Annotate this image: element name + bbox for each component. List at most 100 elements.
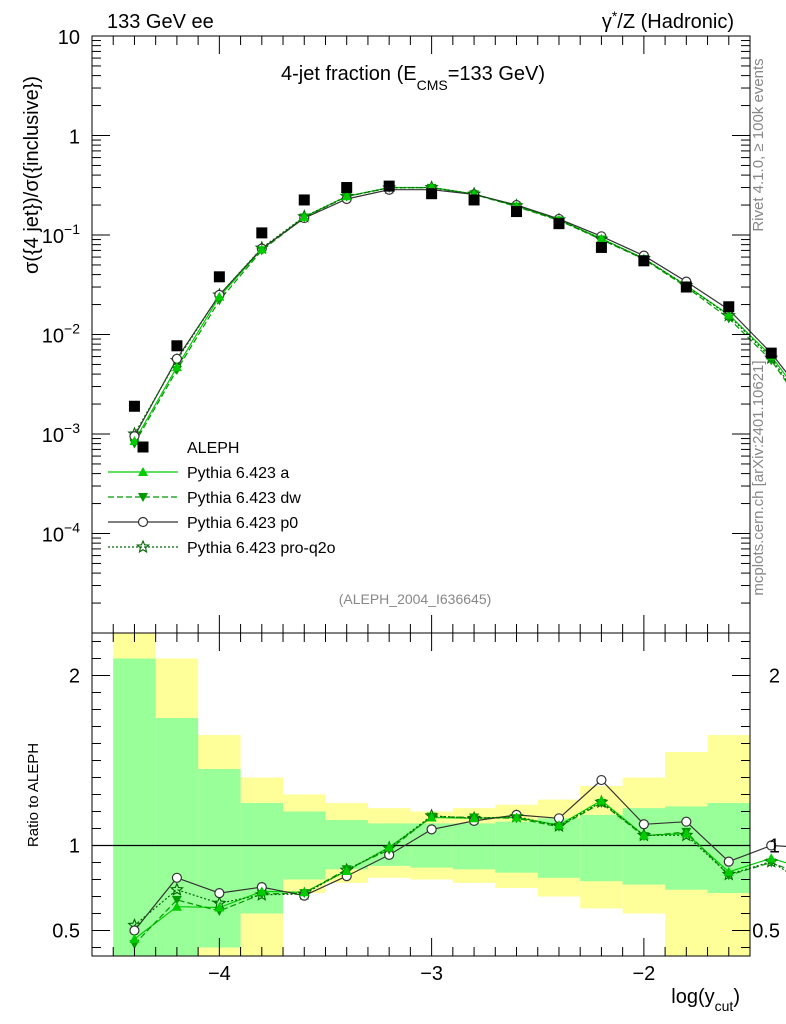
main-y-tick-label: 10−3: [42, 420, 80, 447]
legend-label-p0: Pythia 6.423 p0: [187, 515, 298, 532]
ratio-point-p0: [723, 856, 734, 867]
main-point-data: [723, 301, 735, 313]
main-point-data: [680, 281, 692, 293]
main-y-tick-label: 1: [69, 127, 80, 149]
legend-label-dw: Pythia 6.423 dw: [187, 490, 301, 507]
ratio-band-green-1: [155, 718, 199, 956]
main-y-tick-label: 10: [58, 27, 80, 49]
ratio-point-p0: [638, 819, 649, 830]
ratio-point-p0: [766, 840, 777, 851]
main-point-a: [723, 309, 734, 319]
legend-marker-p0: [137, 516, 149, 528]
ratio-point-p0: [426, 824, 437, 835]
ratio-point-p0: [129, 925, 140, 936]
ratio-y-tick-label: 0.5: [52, 921, 80, 943]
ratio-band-green-5: [325, 820, 368, 870]
main-y-tick-label: 10−2: [42, 321, 80, 348]
ratio-point-a: [469, 813, 480, 823]
main-series-line-q2o: [133, 186, 786, 435]
main-point-data: [298, 194, 310, 206]
ratio-series-line-q2o: [134, 801, 786, 926]
ratio-point-a: [129, 934, 140, 943]
main-point-data: [341, 182, 353, 194]
ratio-point-p0: [214, 887, 225, 899]
main-panel: 4-jet fraction (ECMS=133 GeV) σ({4 jet})…: [21, 27, 786, 634]
ratio-y-tick-label-right: 1: [769, 836, 780, 858]
ratio-point-a: [171, 901, 182, 911]
legend-label-q2o: Pythia 6.423 pro-q2o: [187, 540, 336, 557]
main-point-a: [256, 244, 267, 254]
ratio-y-axis-label: Ratio to ALEPH: [25, 743, 42, 847]
main-point-data: [426, 188, 438, 200]
main-y-tick-label: 10−1: [42, 221, 80, 248]
ratio-point-a: [723, 866, 734, 876]
main-point-a: [214, 291, 225, 301]
main-point-p0: [171, 353, 183, 364]
main-y-axis-label: σ({4 jet})/σ({inclusive}): [21, 76, 43, 274]
ratio-point-q2o: [679, 827, 694, 842]
ratio-point-a: [256, 886, 267, 896]
rivet-version-label: Rivet 4.1.0, ≥ 100k events: [750, 58, 767, 231]
header-right: γ*/Z (Hadronic): [602, 8, 734, 33]
legend-marker-data: [137, 441, 149, 453]
x-axis-label: log(ycut): [671, 986, 740, 1014]
main-point-a: [596, 233, 607, 243]
ratio-point-a: [596, 795, 607, 805]
ratio-panel: 0.5 0.5 1 1 2 2 −4 −3 −2 Ratio to ALEPH log(ycut…: [25, 632, 786, 1014]
ratio-y-tick-label-right: 2: [769, 666, 780, 688]
ratio-point-a: [553, 820, 564, 830]
main-point-data: [128, 400, 140, 412]
main-point-data: [511, 206, 523, 218]
main-y-tick-label: 10−4: [42, 520, 80, 547]
main-point-data: [171, 340, 183, 352]
ratio-point-a: [638, 830, 649, 840]
main-point-data: [553, 218, 565, 230]
ratio-point-a: [384, 842, 395, 852]
main-title: 4-jet fraction (ECMS=133 GeV): [281, 63, 545, 93]
ratio-point-a: [299, 887, 310, 897]
x-tick-label: −2: [632, 963, 655, 985]
ratio-point-p0: [681, 816, 692, 827]
ratio-band-green-0: [113, 658, 156, 956]
legend-marker-dw: [138, 493, 148, 502]
analysis-watermark: (ALEPH_2004_I636645): [339, 591, 492, 607]
legend-marker-q2o: [135, 539, 151, 554]
ratio-point-q2o: [169, 882, 184, 896]
legend-label-data: ALEPH: [187, 440, 239, 457]
main-point-data: [765, 347, 777, 359]
main-point-data: [595, 241, 607, 253]
main-point-data: [638, 255, 650, 267]
main-point-data: [213, 271, 225, 283]
ratio-point-a: [341, 866, 352, 875]
main-point-data: [468, 194, 480, 206]
ratio-band-green-11: [580, 814, 623, 882]
legend-marker-a: [138, 467, 148, 476]
mcplots-label: mcplots.cern.ch [arXiv:2401.10621]: [750, 360, 767, 595]
legend: ALEPH Pythia 6.423 a Pythia 6.423 dw Pythia…: [108, 440, 336, 557]
ratio-point-a: [426, 812, 437, 822]
legend-label-a: Pythia 6.423 a: [187, 465, 289, 482]
main-point-a: [299, 211, 310, 221]
ratio-band-green-9: [495, 821, 538, 873]
x-tick-label: −3: [420, 963, 443, 985]
ratio-y-tick-label: 2: [69, 666, 80, 688]
main-point-data: [383, 180, 395, 192]
main-point-a: [341, 191, 352, 201]
ratio-band-green-8: [452, 823, 496, 870]
main-point-data: [256, 227, 268, 239]
x-tick-label: −4: [208, 963, 231, 985]
ratio-series-line-dw: [134, 802, 786, 945]
ratio-y-tick-label: 1: [69, 836, 80, 858]
ratio-point-a: [214, 902, 225, 912]
ratio-y-tick-label-right: 0.5: [752, 921, 780, 943]
ratio-point-p0: [171, 872, 183, 883]
ratio-point-a: [511, 812, 522, 822]
ratio-point-a: [681, 828, 692, 838]
header-left: 133 GeV ee: [107, 11, 214, 33]
ratio-frame: [91, 632, 751, 957]
ratio-point-dw: [171, 895, 182, 905]
main-point-a: [171, 362, 182, 372]
ratio-point-a: [766, 853, 777, 863]
main-point-a: [129, 436, 140, 446]
